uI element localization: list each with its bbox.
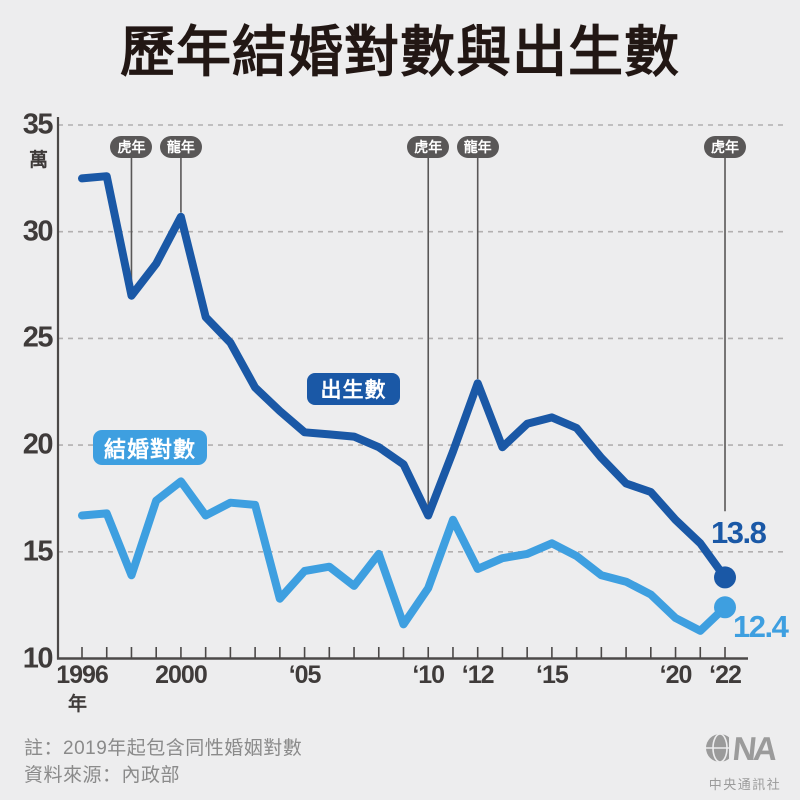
marriages-end-dot — [714, 596, 737, 619]
zodiac-badge-2000: 龍年 — [159, 136, 202, 158]
x-tick-label-2010: ‘10 — [412, 661, 445, 689]
cna-logo: NA 中央通訊社 — [702, 728, 788, 793]
marriages-end-value: 12.4 — [733, 609, 789, 644]
births-series-label: 出生數 — [307, 373, 400, 405]
source-note: 資料來源：內政部 — [24, 765, 181, 786]
x-axis-unit: 年 — [68, 694, 88, 715]
footnote: 註：2019年起包含同性婚姻對數 — [24, 738, 303, 759]
births-end-dot — [714, 566, 737, 589]
svg-text:NA: NA — [731, 731, 780, 768]
x-tick-label-2012: ‘12 — [461, 661, 495, 689]
x-tick-label-2000: 2000 — [155, 661, 208, 689]
zodiac-badge-2012: 龍年 — [456, 136, 499, 158]
marriages-line — [78, 477, 729, 635]
x-tick-label-2005: ‘05 — [288, 661, 322, 689]
births-end-value: 13.8 — [711, 515, 767, 550]
y-tick-label-25: 25 — [22, 321, 54, 354]
zodiac-badge-1998: 虎年 — [110, 136, 153, 158]
page-title: 歷年結婚對數與出生數 — [119, 21, 680, 83]
x-tick-label-2020: ‘20 — [659, 661, 693, 689]
x-tick-label-1996: 1996 — [56, 661, 109, 689]
cna-logo-mark: NA — [706, 731, 780, 768]
x-tick-label-2022: ‘22 — [709, 661, 742, 689]
births-line — [78, 172, 729, 582]
y-tick-label-15: 15 — [22, 535, 54, 568]
y-tick-label-10: 10 — [22, 642, 54, 674]
y-tick-label-20: 20 — [22, 428, 54, 461]
y-tick-label-30: 30 — [22, 215, 54, 248]
y-tick-label-35: 35 — [22, 108, 54, 141]
marriages-series-label: 結婚對數 — [93, 430, 207, 465]
cna-logo-text: 中央通訊社 — [708, 777, 782, 792]
marriages-series-label-text: 結婚對數 — [103, 436, 196, 462]
zodiac-badge-2010: 虎年 — [407, 136, 450, 158]
births-series-label-text: 出生數 — [320, 379, 387, 402]
zodiac-badge-2022: 虎年 — [704, 136, 746, 158]
y-axis-unit: 萬 — [28, 150, 48, 171]
x-tick-label-2015: ‘15 — [535, 661, 569, 689]
